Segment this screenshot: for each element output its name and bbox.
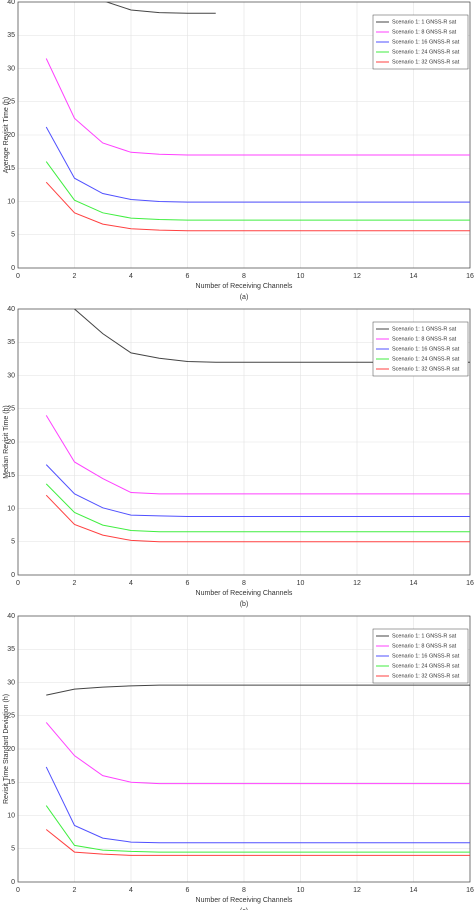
x-tick-label: 8 bbox=[242, 273, 246, 280]
legend-label: Scenario 1: 24 GNSS-R sat bbox=[392, 356, 460, 362]
legend-label: Scenario 1: 8 GNSS-R sat bbox=[392, 643, 457, 649]
x-tick-label: 12 bbox=[353, 887, 361, 894]
x-tick-label: 12 bbox=[353, 580, 361, 587]
legend-label: Scenario 1: 32 GNSS-R sat bbox=[392, 59, 460, 65]
x-tick-label: 6 bbox=[186, 273, 190, 280]
chart-panel: 0 5 10 15 20 25 30 35 40 0 2 4 6 8 10 12 14 16 Number of R… bbox=[3, 613, 474, 910]
y-tick-label: 30 bbox=[7, 679, 15, 686]
y-tick-label: 30 bbox=[7, 65, 15, 72]
y-tick-label: 0 bbox=[11, 265, 15, 272]
chart-panel: 0 5 10 15 20 25 30 35 40 0 2 4 6 8 10 12 14 16 Number of R… bbox=[3, 306, 474, 608]
x-tick-label: 4 bbox=[129, 887, 133, 894]
series-line bbox=[45, 126, 470, 203]
x-tick-label: 0 bbox=[16, 273, 20, 280]
x-axis-label: Number of Receiving Channels bbox=[196, 590, 293, 597]
series-line bbox=[45, 494, 470, 543]
y-tick-label: 30 bbox=[7, 372, 15, 379]
x-tick-label: 16 bbox=[466, 273, 474, 280]
y-tick-label: 35 bbox=[7, 646, 15, 653]
series-line bbox=[45, 58, 470, 156]
series-line bbox=[105, 2, 216, 14]
y-tick-label: 15 bbox=[7, 165, 15, 172]
legend-label: Scenario 1: 16 GNSS-R sat bbox=[392, 346, 460, 352]
x-tick-label: 10 bbox=[297, 273, 305, 280]
y-tick-label: 15 bbox=[7, 779, 15, 786]
x-tick-label: 14 bbox=[410, 273, 418, 280]
y-tick-label: 35 bbox=[7, 339, 15, 346]
x-tick-label: 0 bbox=[16, 580, 20, 587]
legend-label: Scenario 1: 1 GNSS-R sat bbox=[392, 326, 457, 332]
y-tick-label: 10 bbox=[7, 198, 15, 205]
y-tick-label: 25 bbox=[7, 406, 15, 413]
x-tick-label: 14 bbox=[410, 887, 418, 894]
legend-label: Scenario 1: 1 GNSS-R sat bbox=[392, 633, 457, 639]
caption: (a) bbox=[240, 294, 249, 301]
x-axis-label: Number of Receiving Channels bbox=[196, 283, 293, 290]
series-line bbox=[45, 766, 470, 844]
legend-label: Scenario 1: 16 GNSS-R sat bbox=[392, 39, 460, 45]
x-tick-label: 6 bbox=[186, 580, 190, 587]
x-tick-label: 12 bbox=[353, 273, 361, 280]
x-tick-label: 2 bbox=[73, 273, 77, 280]
y-tick-label: 5 bbox=[11, 846, 15, 853]
x-tick-label: 14 bbox=[410, 580, 418, 587]
y-axis-label: Revisit Time Standard Deviation (h) bbox=[3, 694, 10, 804]
chart-panel: 0 5 10 15 20 25 30 35 40 0 2 4 6 8 10 12 14 16 Number of R… bbox=[3, 0, 474, 301]
legend-label: Scenario 1: 24 GNSS-R sat bbox=[392, 663, 460, 669]
x-tick-label: 4 bbox=[129, 580, 133, 587]
y-tick-label: 25 bbox=[7, 99, 15, 106]
x-tick-label: 2 bbox=[73, 580, 77, 587]
series-line bbox=[46, 684, 470, 696]
y-tick-label: 20 bbox=[7, 746, 15, 753]
legend-label: Scenario 1: 1 GNSS-R sat bbox=[392, 19, 457, 25]
y-tick-label: 15 bbox=[7, 472, 15, 479]
y-tick-label: 20 bbox=[7, 439, 15, 446]
series-line bbox=[45, 805, 470, 853]
axes-frame bbox=[17, 615, 471, 883]
series-line bbox=[45, 722, 470, 785]
legend-label: Scenario 1: 16 GNSS-R sat bbox=[392, 653, 460, 659]
legend-label: Scenario 1: 32 GNSS-R sat bbox=[392, 673, 460, 679]
x-tick-label: 8 bbox=[242, 887, 246, 894]
y-tick-label: 10 bbox=[7, 505, 15, 512]
series-line bbox=[45, 181, 470, 232]
x-tick-label: 8 bbox=[242, 580, 246, 587]
series-line bbox=[45, 829, 470, 856]
x-tick-label: 16 bbox=[466, 580, 474, 587]
y-tick-label: 0 bbox=[11, 879, 15, 886]
y-tick-label: 40 bbox=[7, 0, 15, 6]
series-line bbox=[45, 161, 470, 221]
x-tick-label: 6 bbox=[186, 887, 190, 894]
y-axis-label: Average Revisit Time (h) bbox=[3, 97, 10, 174]
x-tick-label: 16 bbox=[466, 887, 474, 894]
x-tick-label: 0 bbox=[16, 887, 20, 894]
series-line bbox=[45, 415, 470, 495]
x-tick-label: 2 bbox=[73, 887, 77, 894]
axes-frame bbox=[17, 308, 471, 576]
y-axis-label: Median Revisit Time (h) bbox=[3, 405, 10, 479]
y-tick-label: 20 bbox=[7, 132, 15, 139]
caption: (c) bbox=[240, 908, 248, 910]
y-tick-label: 0 bbox=[11, 572, 15, 579]
x-axis-label: Number of Receiving Channels bbox=[196, 897, 293, 904]
y-tick-label: 35 bbox=[7, 32, 15, 39]
legend-label: Scenario 1: 32 GNSS-R sat bbox=[392, 366, 460, 372]
legend-label: Scenario 1: 8 GNSS-R sat bbox=[392, 336, 457, 342]
axes-frame bbox=[17, 1, 471, 269]
y-tick-label: 10 bbox=[7, 812, 15, 819]
y-tick-label: 25 bbox=[7, 713, 15, 720]
y-tick-label: 5 bbox=[11, 232, 15, 239]
y-tick-label: 40 bbox=[7, 613, 15, 620]
legend-label: Scenario 1: 8 GNSS-R sat bbox=[392, 29, 457, 35]
series-line bbox=[45, 464, 470, 517]
y-tick-label: 5 bbox=[11, 539, 15, 546]
x-tick-label: 4 bbox=[129, 273, 133, 280]
y-tick-label: 40 bbox=[7, 306, 15, 313]
series-line bbox=[45, 483, 470, 533]
caption: (b) bbox=[240, 601, 249, 608]
x-tick-label: 10 bbox=[297, 887, 305, 894]
legend-label: Scenario 1: 24 GNSS-R sat bbox=[392, 49, 460, 55]
x-tick-label: 10 bbox=[297, 580, 305, 587]
